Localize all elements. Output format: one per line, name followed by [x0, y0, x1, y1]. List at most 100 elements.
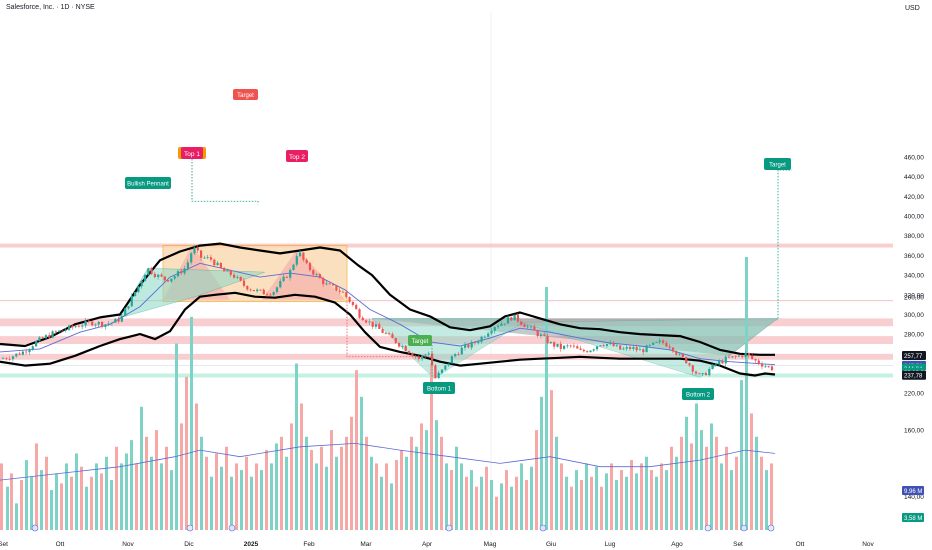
- candle-136: [450, 355, 453, 364]
- annotation-target-right: Target: [764, 158, 791, 170]
- volume-bar-112: [560, 463, 563, 530]
- candle-85: [282, 274, 285, 283]
- volume-bar-87: [435, 420, 438, 530]
- candle-145: [480, 335, 483, 344]
- candle-124: [411, 352, 414, 357]
- volume-bar-61: [305, 436, 308, 530]
- candle-109: [361, 315, 364, 321]
- volume-bar-48: [240, 470, 243, 530]
- candle-40: [134, 291, 137, 297]
- bottom2-region: [519, 318, 779, 378]
- y-tick-0: 220,00: [904, 391, 924, 398]
- volume-bar-124: [620, 470, 623, 530]
- volume-bar-154: [770, 463, 773, 530]
- volume-bar-69: [345, 436, 348, 530]
- candle-144: [477, 339, 480, 345]
- candle-46: [153, 271, 156, 279]
- candle-222: [734, 355, 737, 360]
- candle-74: [246, 285, 249, 291]
- x-tick-4: 2025: [244, 541, 259, 548]
- candle-177: [586, 350, 589, 353]
- volume-bar-23: [115, 446, 118, 530]
- label-target-top: Target: [237, 93, 254, 99]
- volume-bar-102: [510, 486, 513, 530]
- volume-bar-126: [630, 460, 633, 530]
- volume-bar-119: [595, 466, 598, 530]
- volume-bar-35: [175, 343, 178, 530]
- volume-bar-1: [6, 486, 9, 530]
- candle-132: [437, 370, 440, 379]
- candle-123: [407, 350, 411, 355]
- candle-226: [747, 352, 750, 359]
- candle-70: [233, 272, 236, 279]
- volume-bar-63: [315, 463, 318, 530]
- volume-bar-113: [565, 476, 568, 530]
- volume-bar-10: [50, 490, 53, 530]
- volume-badge-label-0: 9,96 M: [904, 489, 922, 495]
- candle-82: [272, 291, 275, 298]
- candle-79: [262, 288, 265, 295]
- volume-bar-17: [85, 486, 88, 530]
- candle-20: [68, 324, 71, 332]
- candle-6: [21, 350, 24, 356]
- candle-180: [596, 345, 599, 352]
- candle-155: [513, 314, 516, 321]
- volume-bar-74: [370, 456, 373, 530]
- volume-bar-59: [295, 363, 298, 530]
- candle-37: [124, 307, 127, 316]
- candle-200: [662, 338, 665, 345]
- candle-43: [143, 274, 147, 282]
- event-marker-3: [445, 524, 453, 532]
- candle-5: [18, 351, 21, 356]
- volume-bar-72: [360, 396, 363, 530]
- candle-168: [556, 343, 559, 348]
- volume-bar-47: [235, 463, 238, 530]
- candle-97: [322, 277, 325, 287]
- volume-bar-3: [15, 503, 18, 530]
- x-tick-11: Ago: [671, 541, 683, 548]
- x-tick-2: Nov: [122, 541, 134, 548]
- candle-50: [167, 279, 170, 283]
- candle-47: [157, 273, 160, 280]
- candle-55: [183, 265, 186, 276]
- x-tick-13: Ott: [796, 541, 805, 548]
- volume-bar-136: [680, 436, 683, 530]
- volume-bar-43: [215, 453, 218, 530]
- volume-badge-label-1: 3,58 M: [904, 516, 922, 522]
- candle-13: [44, 334, 48, 340]
- volume-bar-39: [195, 403, 198, 530]
- volume-bar-91: [455, 446, 458, 530]
- candle-173: [572, 343, 576, 349]
- x-tick-6: Mar: [360, 541, 372, 548]
- volume-bar-93: [465, 476, 468, 530]
- candle-67: [223, 267, 226, 272]
- volume-bar-84: [420, 423, 423, 530]
- candle-120: [398, 342, 401, 348]
- event-marker-6: [740, 524, 748, 532]
- annotation-bullish-pennant: Bullish Pennant: [125, 177, 171, 189]
- volume-bar-123: [615, 480, 618, 530]
- candle-98: [325, 280, 328, 286]
- volume-bar-96: [480, 476, 483, 530]
- candle-190: [629, 345, 632, 351]
- volume-bar-125: [625, 476, 628, 530]
- candle-48: [160, 272, 163, 278]
- volume-bar-109: [545, 286, 548, 530]
- volume-bar-75: [375, 463, 378, 530]
- candle-65: [216, 260, 219, 266]
- volume-bar-20: [100, 473, 103, 530]
- candle-141: [467, 343, 470, 349]
- y-tick-9: 400,00: [904, 214, 924, 221]
- volume-bar-140: [700, 430, 703, 530]
- candle-198: [655, 341, 658, 344]
- label-target-mid: Target: [412, 339, 429, 345]
- candle-101: [335, 285, 338, 292]
- candle-185: [612, 340, 615, 347]
- candle-3: [11, 355, 15, 362]
- x-tick-10: Lug: [605, 541, 616, 548]
- vol-tick-1: 160,00: [904, 428, 924, 435]
- volume-bar-135: [675, 456, 678, 530]
- candle-73: [242, 277, 246, 288]
- candle-94: [312, 268, 315, 277]
